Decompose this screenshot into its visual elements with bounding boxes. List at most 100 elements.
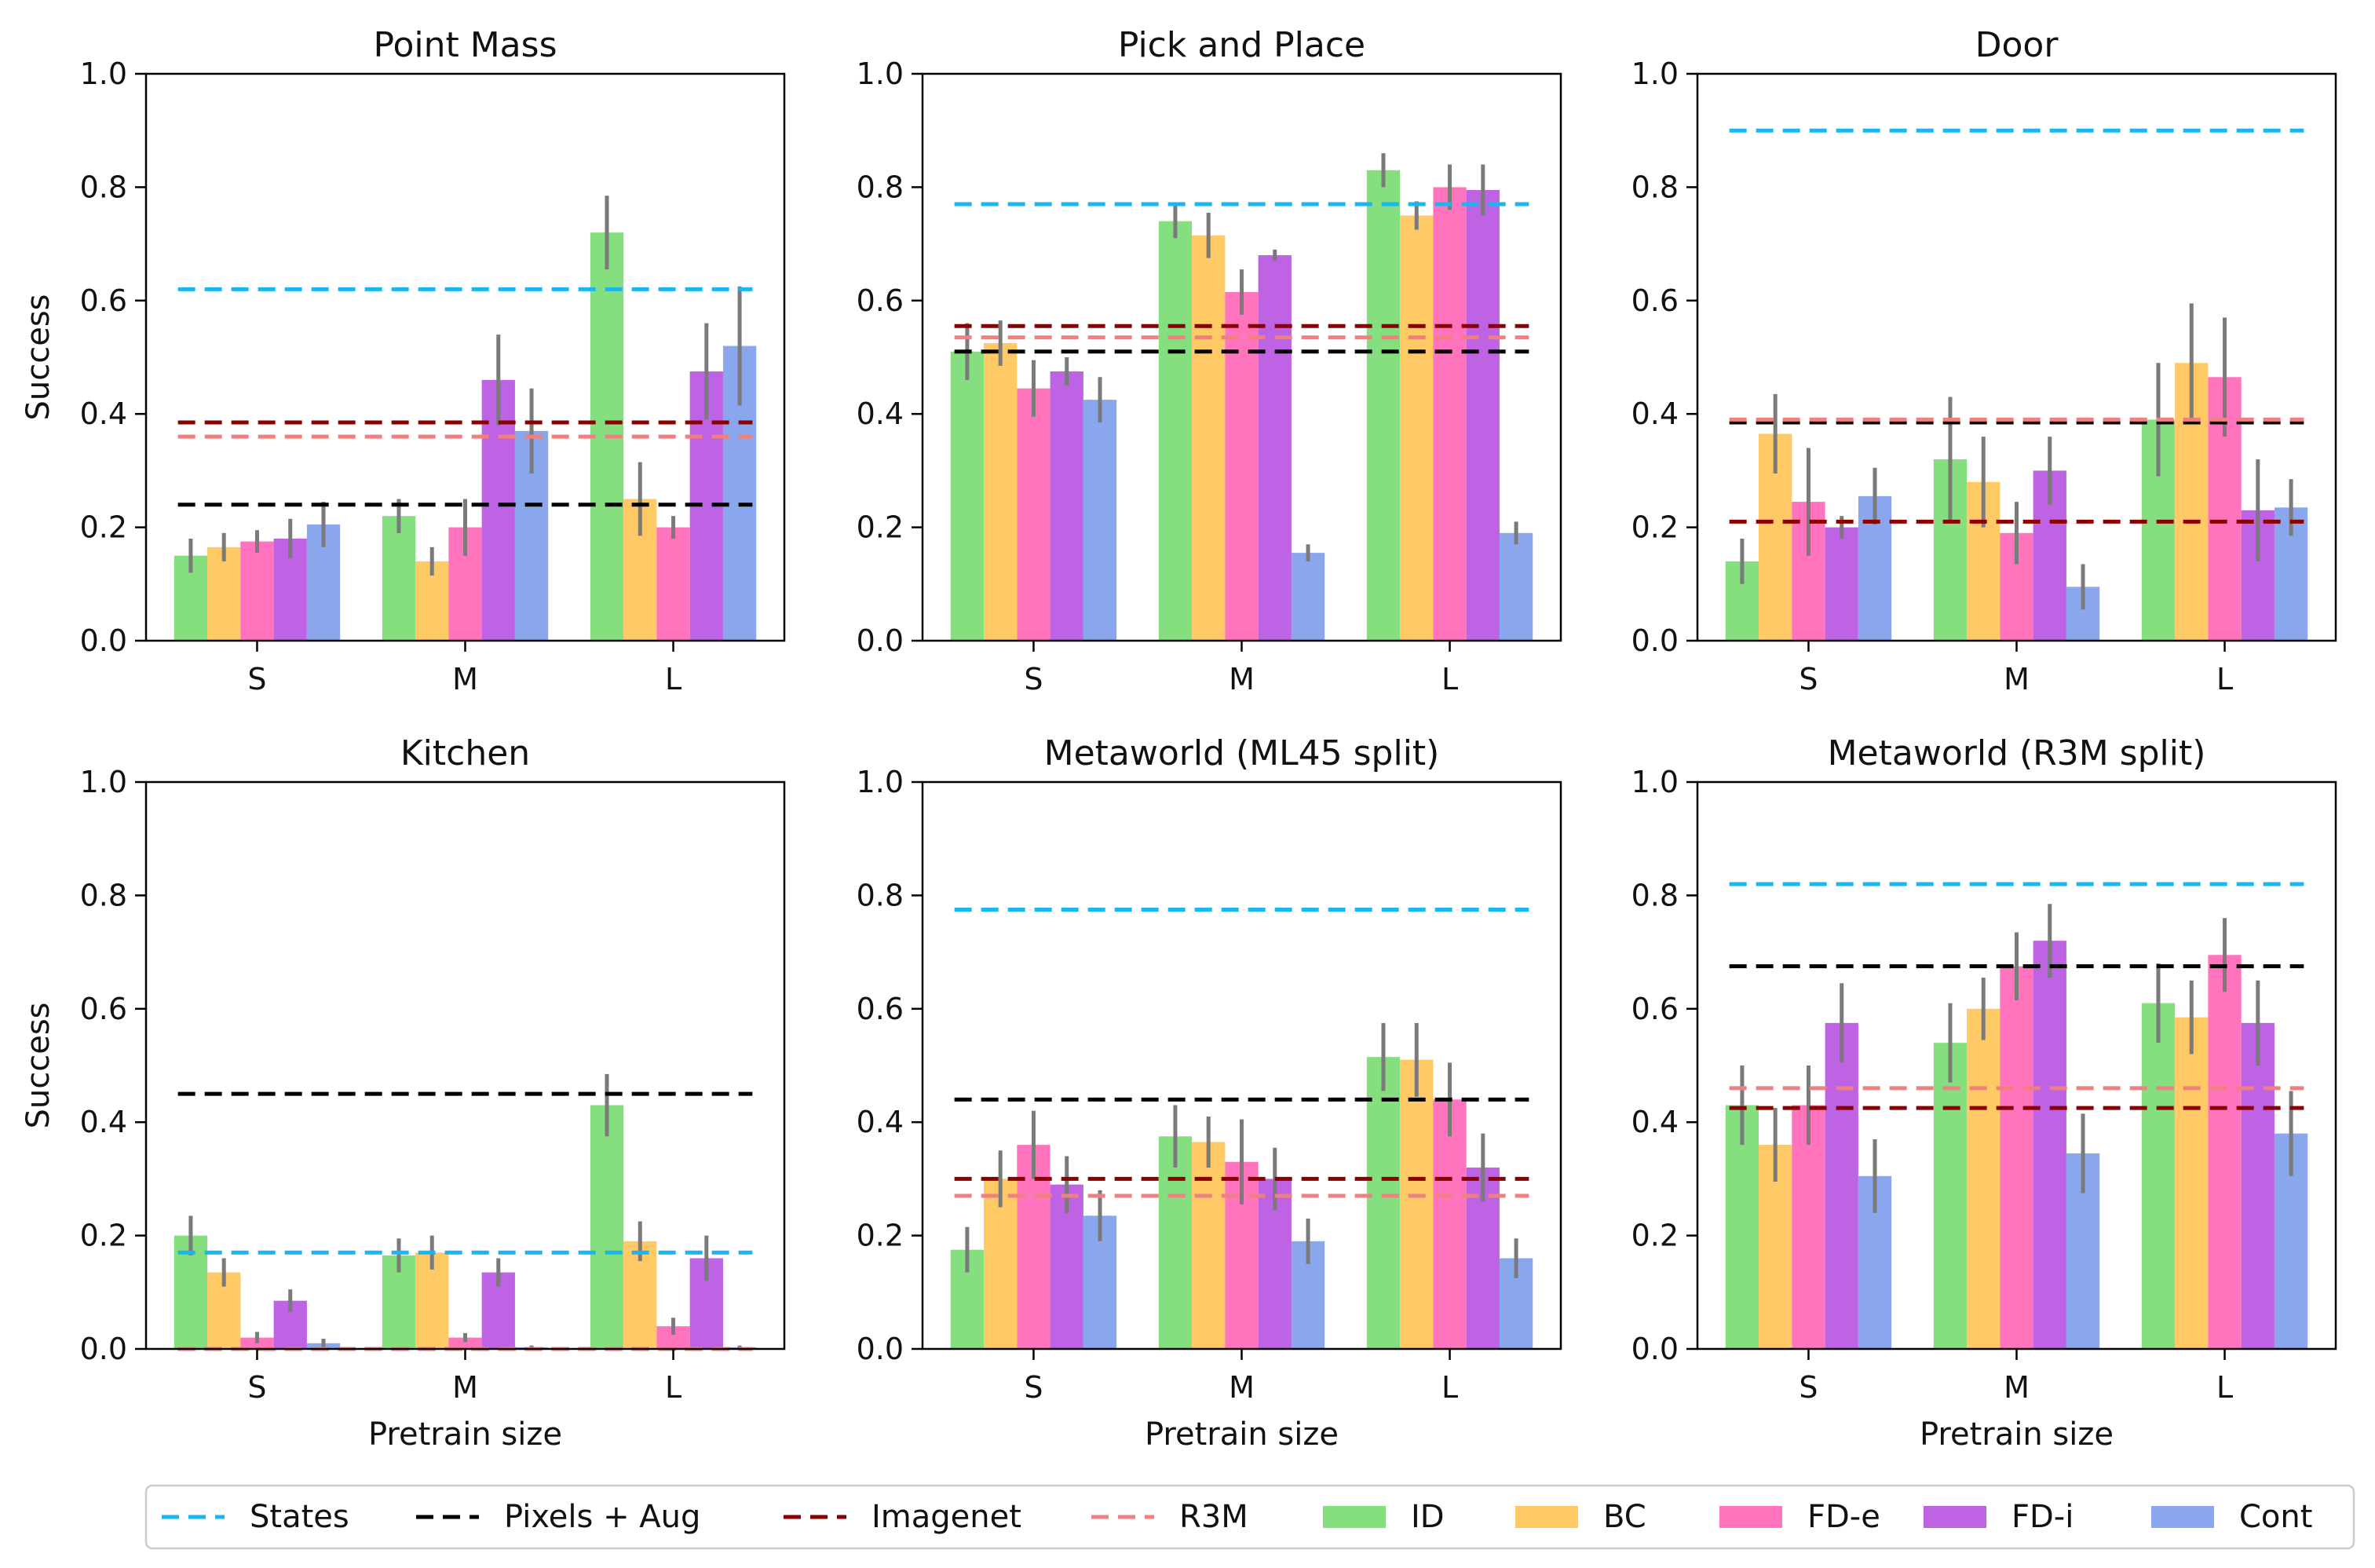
bar-pick-and-place-cont-s [1083, 400, 1117, 641]
ytick-label-metaworld-ml45-split-0-0: 0.0 [857, 1332, 904, 1366]
xtick-label-point-mass-l: L [665, 662, 681, 696]
bar-point-mass-fd-e-l [656, 527, 690, 641]
panel-kitchen: 0.0 0.2 0.4 0.6 0.8 1.0 S M L Kitchen Success Pretr… [20, 733, 786, 1453]
bar-metaworld-r3m-split-id-m [1933, 1043, 1968, 1349]
bar-metaworld-r3m-split-fd-e-l [2208, 955, 2242, 1349]
panel-point-mass: 0.0 0.2 0.4 0.6 0.8 1.0 S M L Point Mass Success [20, 25, 786, 696]
legend-box [144, 1484, 2355, 1550]
bar-metaworld-r3m-split-fd-e-s [1792, 1105, 1825, 1349]
ytick-label-pick-and-place-0-0: 0.0 [857, 623, 904, 658]
bar-kitchen-id-l [590, 1105, 624, 1349]
xtick-label-point-mass-s: S [247, 662, 266, 696]
bar-metaworld-r3m-split-fd-i-m [2033, 941, 2066, 1349]
xtick-label-pick-and-place-m: M [1229, 662, 1255, 696]
ytick-label-door-0-0: 0.0 [1631, 623, 1679, 658]
xlabel-metaworld-r3m-split: Pretrain size [1920, 1416, 2114, 1453]
ytick-label-pick-and-place-0-8: 0.8 [857, 170, 904, 204]
bar-pick-and-place-fd-i-s [1050, 371, 1083, 641]
legend-swatch-id [1323, 1506, 1386, 1528]
ytick-label-door-0-6: 0.6 [1631, 283, 1679, 318]
xtick-label-kitchen-m: M [452, 1370, 478, 1405]
bar-point-mass-id-m [382, 516, 416, 641]
bar-pick-and-place-fd-e-s [1017, 388, 1050, 641]
axes-frame-kitchen [144, 780, 786, 1351]
ytick-label-metaworld-r3m-split-0-6: 0.6 [1631, 992, 1679, 1026]
bar-metaworld-ml45-split-id-m [1158, 1136, 1193, 1349]
panel-title-metaworld-ml45-split: Metaworld (ML45 split) [1044, 733, 1440, 773]
ytick-label-door-0-8: 0.8 [1631, 170, 1679, 204]
ytick-label-pick-and-place-0-6: 0.6 [857, 283, 904, 318]
bar-pick-and-place-fd-i-l [1466, 190, 1500, 641]
bar-point-mass-bc-s [207, 546, 241, 641]
bar-pick-and-place-bc-l [1400, 215, 1434, 641]
bar-metaworld-r3m-split-bc-l [2175, 1017, 2209, 1349]
xtick-label-door-l: L [2216, 662, 2233, 696]
bar-metaworld-r3m-split-bc-m [1967, 1008, 2000, 1349]
bar-point-mass-fd-e-s [240, 541, 274, 641]
xtick-label-kitchen-s: S [247, 1370, 266, 1405]
bar-metaworld-r3m-split-fd-i-l [2241, 1022, 2275, 1349]
bar-metaworld-r3m-split-fd-i-s [1825, 1022, 1858, 1349]
ytick-label-kitchen-0-4: 0.4 [80, 1105, 127, 1139]
legend-label-bc: BC [1603, 1499, 1646, 1535]
ytick-label-metaworld-r3m-split-1-0: 1.0 [1631, 765, 1679, 799]
ytick-label-metaworld-r3m-split-0-8: 0.8 [1631, 878, 1679, 912]
ytick-label-pick-and-place-0-2: 0.2 [857, 510, 904, 545]
bar-pick-and-place-fd-e-l [1433, 187, 1467, 641]
bar-pick-and-place-bc-s [984, 342, 1018, 641]
xtick-label-point-mass-m: M [452, 662, 478, 696]
legend-swatch-fd-e [1719, 1506, 1782, 1528]
ytick-label-kitchen-1-0: 1.0 [80, 765, 127, 799]
legend-label-r3m: R3M [1179, 1499, 1248, 1535]
bar-metaworld-r3m-split-fd-e-m [2000, 966, 2033, 1349]
xtick-label-pick-and-place-s: S [1024, 662, 1043, 696]
xlabel-metaworld-ml45-split: Pretrain size [1145, 1416, 1339, 1453]
legend-label-fd-e: FD-e [1807, 1499, 1880, 1535]
xlabel-kitchen: Pretrain size [368, 1416, 562, 1453]
legend-label-states: States [250, 1499, 349, 1535]
bar-pick-and-place-cont-l [1499, 532, 1533, 641]
bar-pick-and-place-id-l [1366, 170, 1401, 641]
legend: States Pixels + Aug Imagenet R3M ID BC FD-e FD-… [144, 1484, 2355, 1550]
ylabel-point-mass: Success [20, 294, 57, 420]
ytick-label-metaworld-ml45-split-1-0: 1.0 [857, 765, 904, 799]
xtick-label-metaworld-r3m-split-s: S [1799, 1370, 1818, 1405]
bar-metaworld-r3m-split-id-s [1725, 1105, 1759, 1349]
ytick-label-point-mass-0-2: 0.2 [80, 510, 127, 545]
legend-label-imagenet: Imagenet [871, 1499, 1021, 1535]
ytick-label-kitchen-0-2: 0.2 [80, 1219, 127, 1253]
ytick-label-metaworld-ml45-split-0-8: 0.8 [857, 878, 904, 912]
ytick-label-door-0-2: 0.2 [1631, 510, 1679, 545]
panel-title-door: Door [1975, 25, 2059, 65]
ytick-label-door-1-0: 1.0 [1631, 57, 1679, 91]
bar-pick-and-place-cont-m [1291, 553, 1325, 641]
legend-swatch-bc [1515, 1506, 1578, 1528]
bar-metaworld-ml45-split-bc-m [1192, 1142, 1226, 1349]
bar-kitchen-fd-e-m [448, 1337, 482, 1349]
ytick-label-metaworld-r3m-split-0-0: 0.0 [1631, 1332, 1679, 1366]
panel-title-kitchen: Kitchen [400, 733, 530, 773]
ytick-label-metaworld-r3m-split-0-4: 0.4 [1631, 1105, 1679, 1139]
bar-metaworld-ml45-split-bc-l [1400, 1059, 1434, 1349]
legend-label-pixels-aug: Pixels + Aug [504, 1499, 700, 1535]
ytick-label-point-mass-0-6: 0.6 [80, 283, 127, 318]
ytick-label-pick-and-place-1-0: 1.0 [857, 57, 904, 91]
panel-metaworld-r3m-split: 0.0 0.2 0.4 0.6 0.8 1.0 S M L Metaworld (R3M spli… [1631, 733, 2337, 1453]
ytick-label-point-mass-0-8: 0.8 [80, 170, 127, 204]
bar-pick-and-place-id-m [1158, 221, 1193, 641]
ytick-label-point-mass-0-0: 0.0 [80, 623, 127, 658]
legend-label-cont: Cont [2239, 1499, 2312, 1535]
ytick-label-door-0-4: 0.4 [1631, 397, 1679, 431]
xtick-label-kitchen-l: L [665, 1370, 681, 1405]
panel-metaworld-ml45-split: 0.0 0.2 0.4 0.6 0.8 1.0 S M L Metaworld (ML45 spl… [857, 733, 1562, 1453]
bar-metaworld-r3m-split-id-l [2141, 1003, 2176, 1349]
panel-pick-and-place: 0.0 0.2 0.4 0.6 0.8 1.0 S M L Pick and Place [857, 25, 1562, 696]
ytick-label-metaworld-ml45-split-0-4: 0.4 [857, 1105, 904, 1139]
xtick-label-door-m: M [2004, 662, 2030, 696]
bar-pick-and-place-fd-e-m [1225, 291, 1259, 641]
bar-pick-and-place-bc-m [1192, 235, 1226, 641]
ylabel-kitchen: Success [20, 1002, 57, 1128]
xtick-label-metaworld-r3m-split-m: M [2004, 1370, 2030, 1405]
ytick-label-metaworld-ml45-split-0-2: 0.2 [857, 1219, 904, 1253]
